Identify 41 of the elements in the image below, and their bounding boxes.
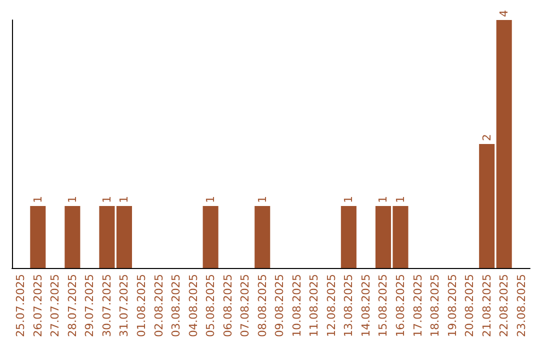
x-tick-label: 28.07.2025 xyxy=(66,274,79,338)
data-label: 1 xyxy=(100,196,114,204)
x-tick-label: 13.08.2025 xyxy=(342,274,356,338)
data-label: 1 xyxy=(31,196,44,204)
x-tick-label: 27.07.2025 xyxy=(48,274,62,338)
data-label: 4 xyxy=(498,10,511,17)
x-tick-label: 22.08.2025 xyxy=(498,274,511,338)
x-tick-label: 05.08.2025 xyxy=(204,274,218,338)
x-tick-label: 23.08.2025 xyxy=(514,274,528,338)
x-tick-label: 12.08.2025 xyxy=(324,274,338,338)
x-tick-label: 02.08.2025 xyxy=(152,274,166,338)
x-tick-label: 11.08.2025 xyxy=(308,274,321,338)
x-tick-label: 09.08.2025 xyxy=(273,274,286,338)
x-tick-label: 30.07.2025 xyxy=(100,274,114,338)
data-label: 1 xyxy=(394,196,407,204)
data-label: 1 xyxy=(66,196,79,204)
x-tick-label: 10.08.2025 xyxy=(290,274,304,338)
x-tick-label: 20.08.2025 xyxy=(463,274,476,338)
x-tick-label: 03.08.2025 xyxy=(170,274,183,338)
x-tick-label: 19.08.2025 xyxy=(446,274,459,338)
x-tick-label: 17.08.2025 xyxy=(411,274,424,338)
x-tick-label: 07.08.2025 xyxy=(238,274,252,338)
x-tick-label: 29.07.2025 xyxy=(83,274,96,338)
x-tick-label: 18.08.2025 xyxy=(428,274,442,338)
x-tick-label: 06.08.2025 xyxy=(221,274,234,338)
x-tick-label: 08.08.2025 xyxy=(256,274,269,338)
x-tick-label: 25.07.2025 xyxy=(14,274,28,338)
x-tick-label: 15.08.2025 xyxy=(376,274,390,338)
x-tick-label: 26.07.2025 xyxy=(31,274,44,338)
data-label: 1 xyxy=(204,196,218,204)
x-tick-label: 31.07.2025 xyxy=(118,274,131,338)
x-tick-label: 16.08.2025 xyxy=(394,274,407,338)
x-tick-label: 01.08.2025 xyxy=(135,274,148,338)
data-label: 1 xyxy=(256,196,269,204)
x-tick-label: 04.08.2025 xyxy=(186,274,200,338)
data-label: 2 xyxy=(480,134,494,142)
data-label: 1 xyxy=(376,196,390,204)
x-tick-label: 21.08.2025 xyxy=(480,274,494,338)
data-label: 1 xyxy=(118,196,131,204)
x-tick-label: 14.08.2025 xyxy=(359,274,372,338)
data-label: 1 xyxy=(342,196,356,204)
